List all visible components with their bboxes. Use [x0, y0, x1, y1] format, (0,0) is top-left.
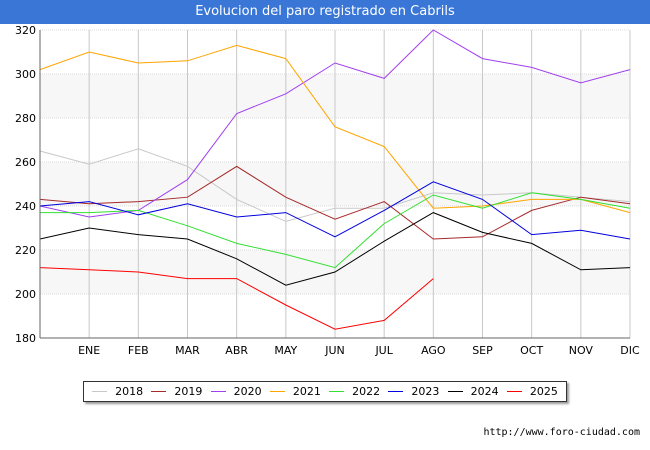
series-line-2023 [39, 181, 631, 240]
x-tick-label: MAY [274, 344, 297, 357]
legend-label: 2019 [174, 385, 203, 398]
series-line-2022 [40, 192, 631, 269]
legend-swatch [269, 391, 285, 392]
x-tick-label: FEB [128, 344, 149, 357]
legend-item-2025: 2025 [506, 385, 558, 398]
legend-item-2020: 2020 [210, 385, 262, 398]
series-line-2025 [39, 267, 434, 330]
x-tick-label: OCT [520, 344, 543, 357]
legend-item-2018: 2018 [92, 385, 143, 398]
x-tick-label: DIC [620, 344, 640, 357]
legend-item-2021: 2021 [269, 385, 321, 398]
x-tick-label: ABR [225, 344, 248, 357]
legend-label: 2025 [529, 385, 558, 398]
legend-swatch [447, 391, 463, 392]
legend-label: 2022 [352, 385, 381, 398]
y-tick-label: 200 [15, 288, 36, 301]
legend-label: 2020 [233, 385, 262, 398]
legend-label: 2021 [292, 385, 321, 398]
y-tick-label: 300 [15, 68, 36, 81]
legend-label: 2024 [470, 385, 499, 398]
y-axis-tick-labels: 180 200 220 240 260 280 300 320 [15, 24, 36, 345]
footer-url[interactable]: http://www.foro-ciudad.com [483, 427, 640, 438]
x-tick-label: NOV [569, 344, 594, 357]
legend-label: 2023 [411, 385, 440, 398]
y-tick-label: 260 [15, 156, 36, 169]
x-tick-label: ENE [78, 344, 100, 357]
x-tick-label: SEP [472, 344, 493, 357]
chart-title: Evolucion del paro registrado en Cabrils [0, 0, 650, 24]
legend-item-2019: 2019 [151, 385, 202, 398]
y-tick-label: 240 [15, 200, 36, 213]
series-line-2019 [39, 165, 631, 240]
y-tick-label: 280 [15, 112, 36, 125]
legend-swatch [329, 391, 345, 392]
legend-item-2022: 2022 [329, 385, 380, 398]
x-tick-label: AGO [421, 344, 446, 357]
legend-label: 2018 [115, 385, 144, 398]
legend-item-2024: 2024 [447, 385, 499, 398]
x-tick-label: JUN [324, 344, 345, 357]
series-lines [39, 29, 631, 330]
x-tick-label: JUL [374, 344, 393, 357]
legend-swatch [92, 391, 108, 392]
y-tick-label: 320 [15, 24, 36, 37]
legend-swatch [506, 391, 522, 392]
series-line-2024 [39, 212, 631, 286]
series-line-2021 [39, 44, 631, 214]
legend-swatch [151, 391, 167, 392]
legend-item-2023: 2023 [388, 385, 439, 398]
legend: 2018 2019 2020 2021 2022 2023 2024 2025 [83, 381, 567, 402]
x-tick-label: MAR [175, 344, 200, 357]
x-axis-tick-labels: ENE FEB MAR ABR MAY JUN JUL AGO SEP OCT NOV DIC [78, 344, 640, 357]
y-tick-label: 180 [15, 332, 36, 345]
legend-swatch [388, 391, 404, 392]
legend-swatch [210, 391, 226, 392]
y-tick-label: 220 [15, 244, 36, 257]
axes [39, 30, 630, 339]
